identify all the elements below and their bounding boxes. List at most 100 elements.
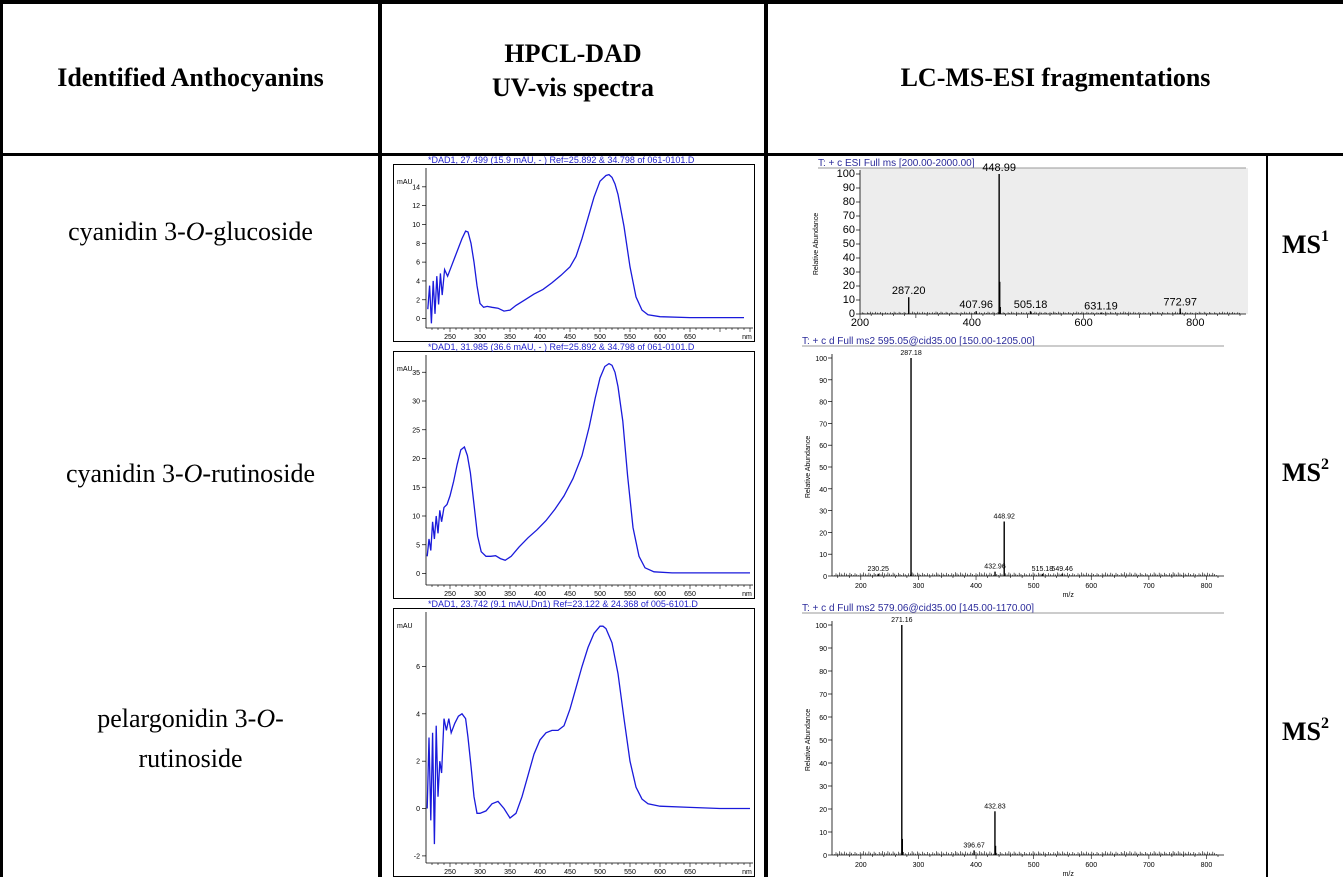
header-identified-anthocyanins: Identified Anthocyanins (57, 63, 324, 92)
x-tick-label: 250 (444, 591, 456, 598)
y-tick-label: 5 (416, 542, 420, 549)
ms-level-row3: MS2 (1282, 715, 1329, 747)
y-tick-label: 20 (819, 807, 827, 814)
y-tick-label: 25 (412, 427, 420, 434)
y-tick-label: 70 (843, 210, 855, 222)
y-tick-label: 2 (416, 759, 420, 766)
y-tick-label: 0 (823, 574, 827, 581)
header-lc-ms-esi: LC-MS-ESI fragmentations (900, 63, 1211, 92)
x-tick-label: 600 (654, 334, 666, 341)
y-tick-label: 40 (819, 487, 827, 494)
peak-label: 772.97 (1163, 296, 1197, 308)
y-tick-label: 0 (416, 806, 420, 813)
compound-line1: pelargonidin 3-O- (3, 699, 378, 739)
y-tick-label: 40 (843, 252, 855, 264)
y-tick-label: 80 (819, 400, 827, 407)
peak-label: 448.99 (982, 162, 1016, 174)
y-axis-label: Relative Abundance (813, 213, 820, 275)
chart-title: *DAD1, 31.985 (36.6 mAU, - ) Ref=25.892 … (428, 343, 695, 352)
x-tick-label: 300 (474, 869, 486, 876)
y-tick-label: 6 (416, 664, 420, 671)
compound-line2: rutinoside (138, 744, 243, 773)
ms-level-row1: MS1 (1282, 228, 1329, 260)
mass-spectrum-2: T: + c d Full ms2 595.05@cid35.00 [150.0… (802, 336, 1224, 598)
y-tick-label: 20 (819, 530, 827, 537)
x-tick-label: 600 (1085, 862, 1097, 869)
y-tick-label: 15 (412, 485, 420, 492)
x-axis-unit: nm (742, 591, 752, 598)
y-tick-label: 10 (412, 514, 420, 521)
x-axis-unit: nm (742, 334, 752, 341)
y-tick-label: 50 (819, 738, 827, 745)
compound-name-row1: cyanidin 3-O-glucoside (3, 212, 378, 252)
y-tick-label: -2 (414, 853, 420, 860)
x-tick-label: 450 (564, 591, 576, 598)
spectrum-line (426, 362, 750, 574)
compound-prefix: cyanidin 3- (68, 217, 186, 246)
y-axis-label: Relative Abundance (805, 709, 812, 771)
ms-sup: 2 (1321, 456, 1329, 473)
chart-title: T: + c d Full ms2 579.06@cid35.00 [145.0… (802, 603, 1034, 614)
y-tick-label: 40 (819, 761, 827, 768)
header-hplc-dad: HPCL-DAD UV-vis spectra (382, 37, 764, 105)
y-tick-label: 80 (843, 196, 855, 208)
ms-sup: 1 (1321, 228, 1329, 245)
ms-column-divider (1266, 156, 1268, 877)
compound-italic: O (256, 704, 276, 733)
y-tick-label: 14 (412, 184, 420, 191)
x-tick-label: 650 (684, 591, 696, 598)
y-tick-label: 50 (843, 238, 855, 250)
x-axis-label: m/z (1063, 592, 1075, 598)
y-tick-label: 4 (416, 278, 420, 285)
x-tick-label: 250 (444, 869, 456, 876)
peak-label: 448.92 (994, 514, 1016, 521)
compound-suffix: -glucoside (204, 217, 313, 246)
compound-suffix: -rutinoside (202, 459, 316, 488)
compound-italic: O (183, 459, 203, 488)
peak-label: 230.25 (868, 566, 890, 573)
x-tick-label: 600 (654, 591, 666, 598)
header-hplc-dad-line2: UV-vis spectra (492, 73, 654, 102)
y-axis-label: mAU (397, 366, 413, 373)
y-tick-label: 70 (819, 692, 827, 699)
x-tick-label: 500 (1028, 583, 1040, 590)
peak-label: 515.18 (1032, 566, 1054, 573)
y-tick-label: 30 (819, 784, 827, 791)
header-hplc-dad-line1: HPCL-DAD (504, 39, 642, 68)
x-tick-label: 500 (594, 869, 606, 876)
plot-background (860, 168, 1248, 314)
chart-title: T: + c ESI Full ms [200.00-2000.00] (818, 158, 975, 169)
y-tick-label: 20 (843, 280, 855, 292)
x-tick-label: 200 (855, 583, 867, 590)
compound-suffix: - (275, 704, 284, 733)
y-tick-label: 100 (837, 168, 855, 180)
spectrum-line (427, 173, 744, 324)
x-tick-label: 600 (654, 869, 666, 876)
mass-spectrum-1: T: + c ESI Full ms [200.00-2000.00] Relat… (813, 158, 1248, 329)
peak-label: 549.46 (1051, 566, 1073, 573)
x-tick-label: 400 (970, 583, 982, 590)
x-tick-label: 600 (1085, 583, 1097, 590)
uv-spectrum-2: *DAD1, 31.985 (36.6 mAU, - ) Ref=25.892 … (393, 343, 755, 599)
y-tick-label: 90 (819, 378, 827, 385)
y-tick-label: 10 (843, 294, 855, 306)
x-tick-label: 500 (594, 334, 606, 341)
y-tick-label: 80 (819, 669, 827, 676)
peak-label: 287.20 (892, 285, 926, 297)
x-tick-label: 400 (970, 862, 982, 869)
x-tick-label: 400 (534, 591, 546, 598)
compound-prefix: cyanidin 3- (65, 459, 184, 488)
y-tick-label: 0 (849, 308, 855, 320)
x-tick-label: 400 (963, 317, 981, 329)
peak-label: 271.16 (891, 617, 913, 624)
column-divider-1 (378, 0, 382, 877)
baseline-noise (834, 572, 1217, 576)
chart-frame (393, 608, 755, 877)
y-tick-label: 10 (819, 552, 827, 559)
x-tick-label: 200 (851, 317, 869, 329)
x-tick-label: 450 (564, 869, 576, 876)
x-tick-label: 800 (1201, 583, 1213, 590)
ms-base: MS (1282, 458, 1321, 487)
y-tick-label: 30 (843, 266, 855, 278)
peak-label: 432.83 (984, 803, 1006, 810)
